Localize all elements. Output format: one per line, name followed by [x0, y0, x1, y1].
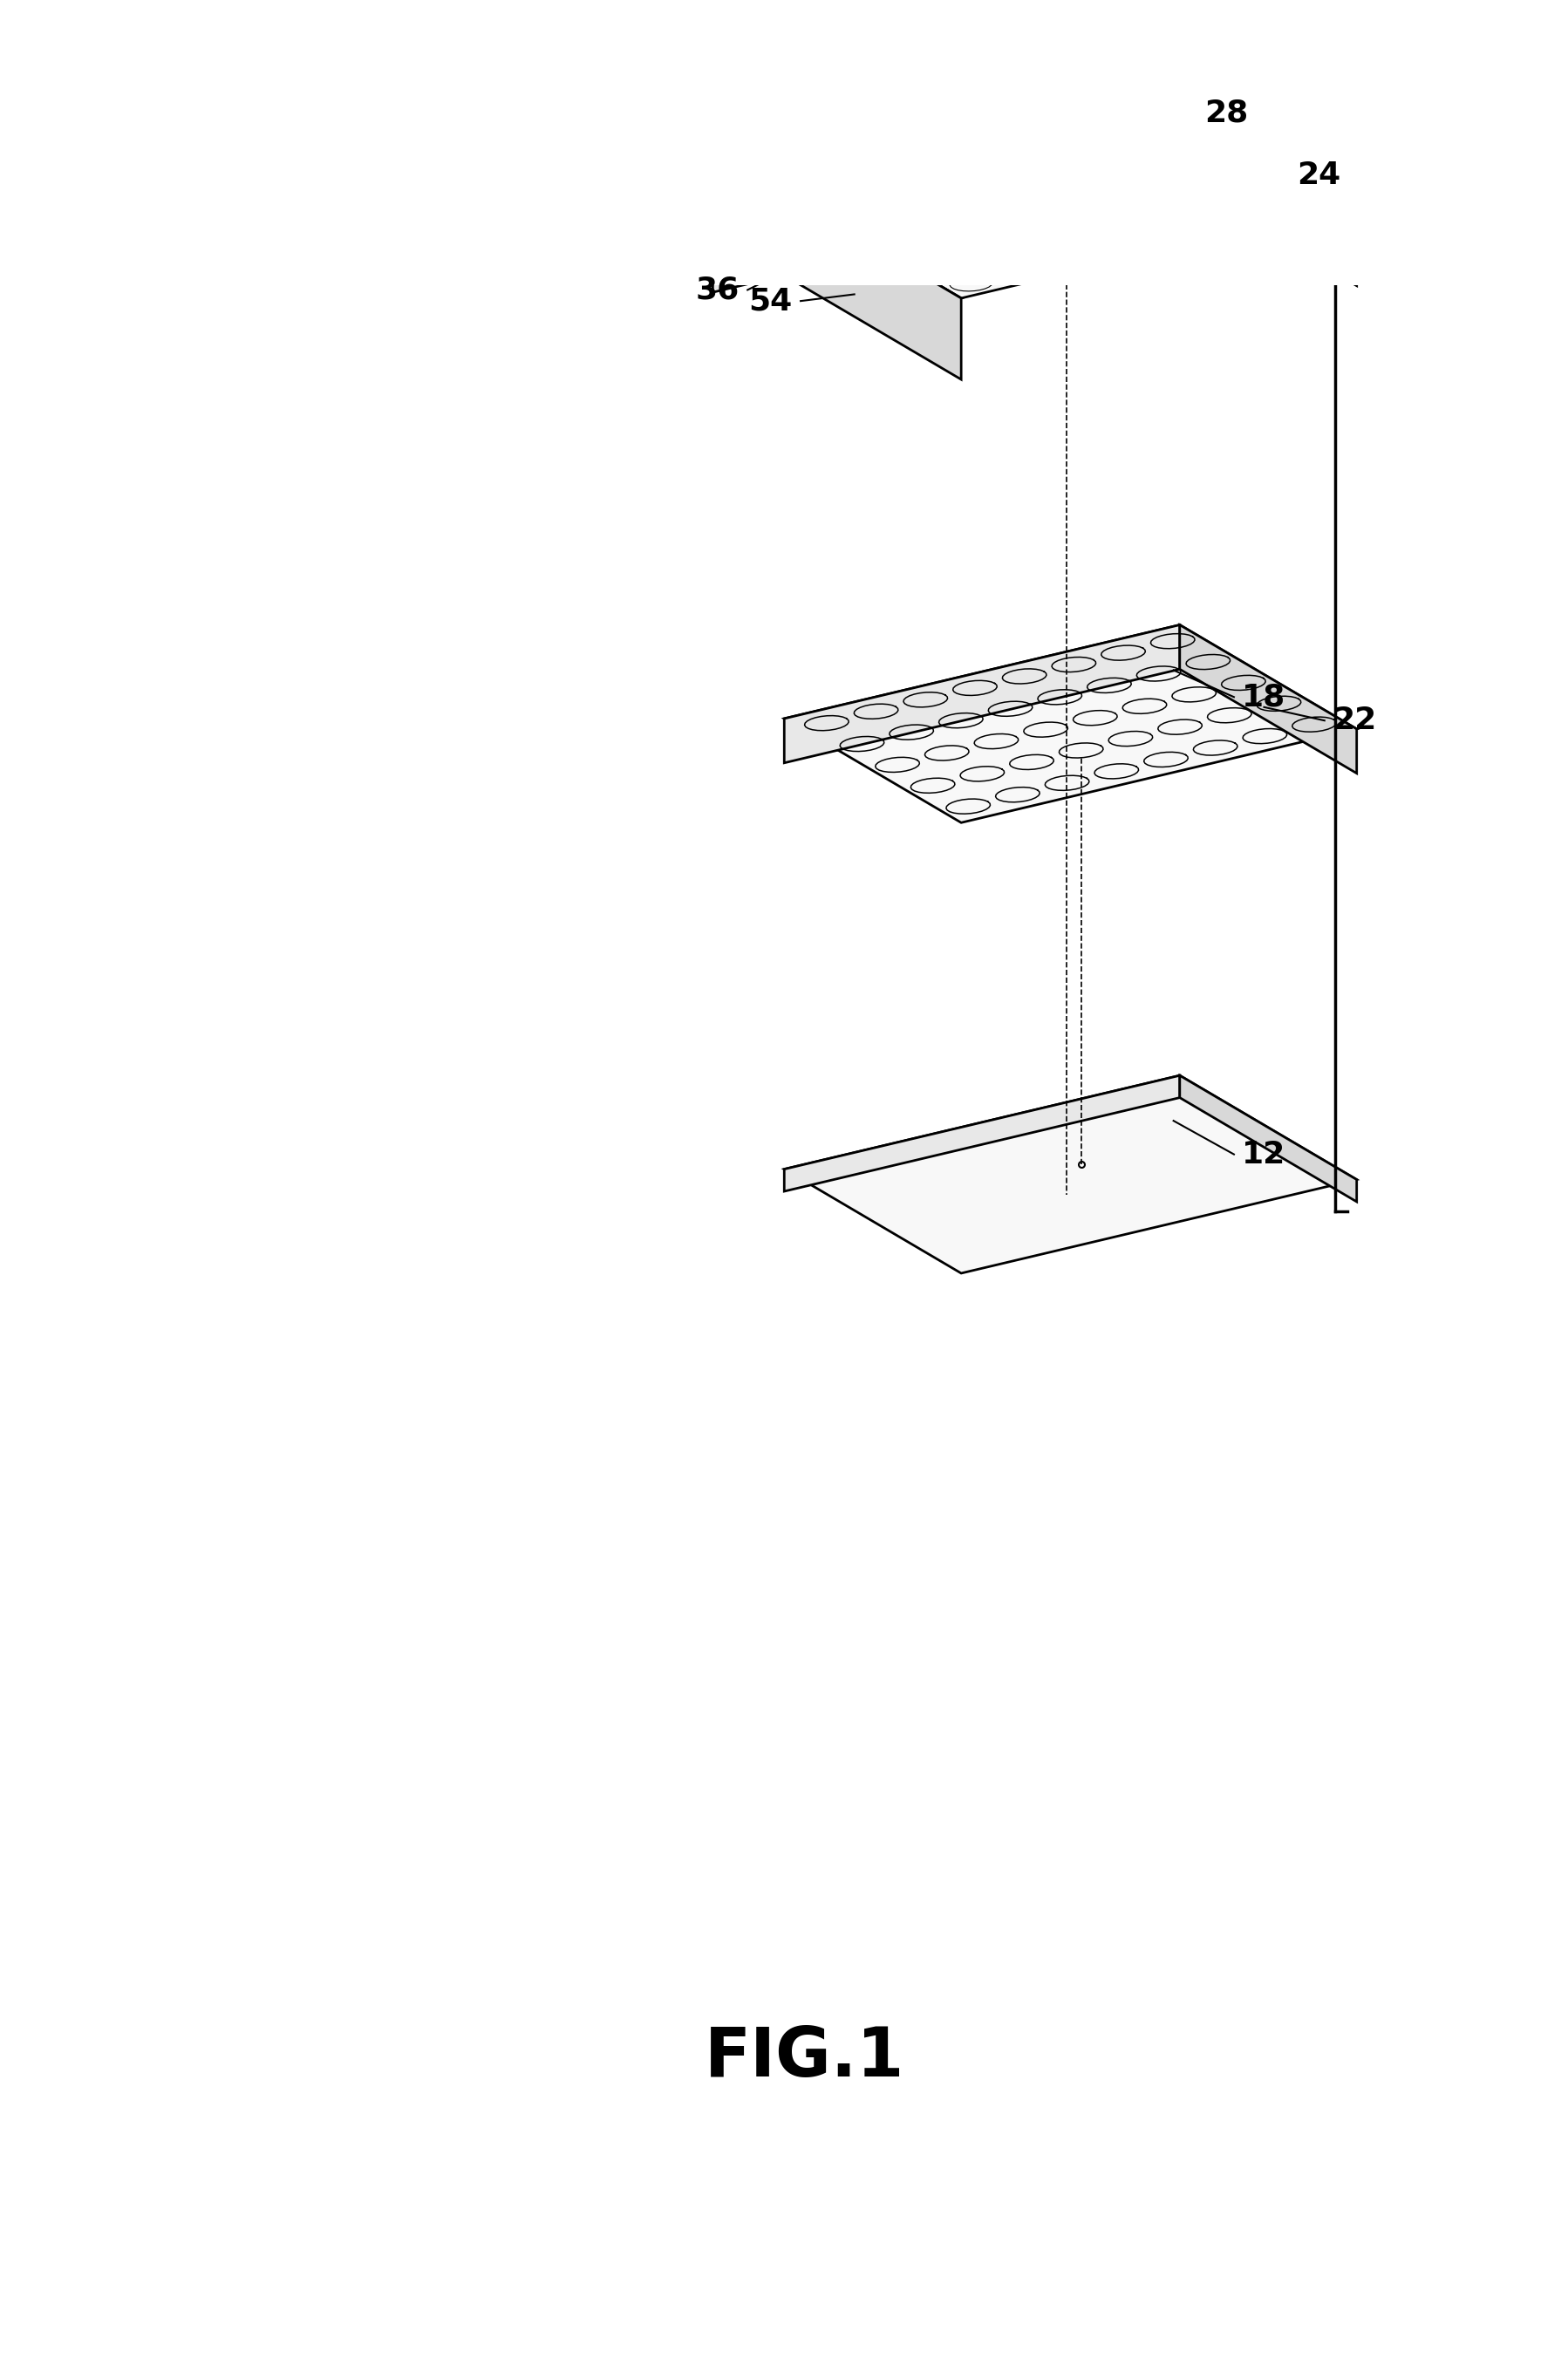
Text: FIG.1: FIG.1	[704, 2024, 903, 2091]
Polygon shape	[784, 100, 1356, 299]
Text: 28: 28	[1204, 97, 1248, 128]
Text: 18: 18	[1242, 681, 1286, 712]
Text: 12: 12	[1242, 1139, 1286, 1170]
Text: 24: 24	[1297, 161, 1341, 190]
Polygon shape	[1179, 1075, 1356, 1201]
Polygon shape	[712, 195, 784, 292]
Polygon shape	[1179, 100, 1356, 285]
Polygon shape	[784, 624, 1356, 823]
Polygon shape	[784, 1075, 1179, 1191]
Polygon shape	[784, 1075, 1356, 1274]
Polygon shape	[784, 100, 1179, 275]
Text: 36: 36	[695, 275, 739, 304]
Text: 54: 54	[748, 287, 792, 316]
Text: 22: 22	[1331, 705, 1375, 736]
Polygon shape	[712, 195, 961, 316]
Polygon shape	[1179, 624, 1356, 774]
Polygon shape	[784, 624, 1179, 762]
Polygon shape	[784, 195, 961, 380]
